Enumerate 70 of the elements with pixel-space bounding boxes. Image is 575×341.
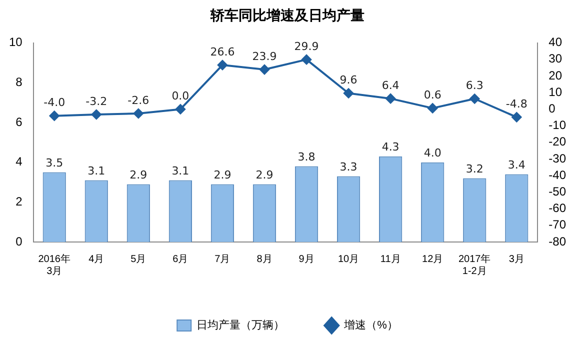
y2-tick-label: 30 xyxy=(548,52,562,66)
x-tick-label: 2016年 3月 xyxy=(38,252,70,277)
data-label: 2.9 xyxy=(130,168,148,182)
y2-tick-label: 20 xyxy=(548,68,562,82)
y2-tick-label: 0 xyxy=(548,102,556,116)
data-label: -4.0 xyxy=(44,96,66,110)
data-label: -4.8 xyxy=(506,98,528,111)
y-tick-label: 10 xyxy=(8,35,23,50)
data-label: -2.6 xyxy=(128,94,150,107)
legend-label: 增速（%） xyxy=(343,318,398,332)
data-label: -3.2 xyxy=(86,94,108,108)
data-label: 2.9 xyxy=(256,168,274,182)
point xyxy=(302,54,312,65)
data-label: 3.8 xyxy=(298,150,316,164)
x-tick-label: 4月 xyxy=(88,254,104,265)
data-label: 29.9 xyxy=(294,40,319,53)
data-label: 0.6 xyxy=(424,88,442,102)
point xyxy=(259,64,270,75)
y2-tick-label: -70 xyxy=(548,218,566,232)
chart-title: 轿车同比增速及日均产量 xyxy=(210,7,364,24)
y-tick-label: 2 xyxy=(16,194,23,208)
x-tick-label: 11月 xyxy=(380,254,401,265)
data-label: 3.4 xyxy=(508,158,526,172)
point xyxy=(91,110,102,120)
data-label: 3.3 xyxy=(340,160,358,174)
y2-tick-label: -10 xyxy=(548,118,566,132)
y2-tick-label: -20 xyxy=(548,134,566,149)
y2-tick-label: -30 xyxy=(548,151,566,166)
x-tick-label: 6月 xyxy=(172,254,188,265)
point xyxy=(428,103,438,114)
data-label: 26.6 xyxy=(210,45,235,58)
data-label: 2.9 xyxy=(214,168,232,182)
data-label: 4.0 xyxy=(424,146,442,160)
point xyxy=(470,94,480,104)
legend-label: 日均产量（万辆） xyxy=(196,318,285,332)
data-label: 0.0 xyxy=(172,90,190,103)
y-tick-label: 0 xyxy=(16,234,23,248)
data-label: 6.3 xyxy=(466,79,484,92)
point xyxy=(133,108,144,119)
x-tick-label: 9月 xyxy=(298,254,314,265)
y-tick-label: 6 xyxy=(16,114,23,129)
point xyxy=(386,94,396,104)
x-tick-label: 2017年 1-2月 xyxy=(458,252,491,277)
point xyxy=(49,110,60,121)
data-label: 4.3 xyxy=(382,140,400,154)
x-tick-label: 8月 xyxy=(256,254,272,265)
x-tick-label: 7月 xyxy=(214,254,230,265)
point xyxy=(217,60,228,70)
data-label: 3.1 xyxy=(88,164,106,178)
y-tick-label: 4 xyxy=(16,154,23,169)
x-tick-label: 3月 xyxy=(508,254,524,265)
data-label: 3.1 xyxy=(172,164,190,178)
y2-tick-label: -60 xyxy=(548,201,566,216)
x-tick-label: 12月 xyxy=(422,254,444,265)
x-tick-label: 10月 xyxy=(338,254,360,265)
point xyxy=(175,104,186,114)
data-label: 23.9 xyxy=(252,50,277,63)
y2-tick-label: 40 xyxy=(548,35,562,50)
point xyxy=(512,112,522,122)
y2-tick-label: -80 xyxy=(548,234,566,248)
data-label: 3.5 xyxy=(46,156,64,170)
data-label: 3.2 xyxy=(466,162,484,176)
y2-tick-label: -50 xyxy=(548,184,566,199)
y2-tick-label: -40 xyxy=(548,168,566,182)
y-tick-label: 8 xyxy=(16,74,23,89)
y2-tick-label: 10 xyxy=(548,84,562,99)
point xyxy=(344,88,354,98)
data-label: 6.4 xyxy=(382,78,400,92)
data-label: 9.6 xyxy=(340,74,358,87)
x-tick-label: 5月 xyxy=(130,254,146,265)
